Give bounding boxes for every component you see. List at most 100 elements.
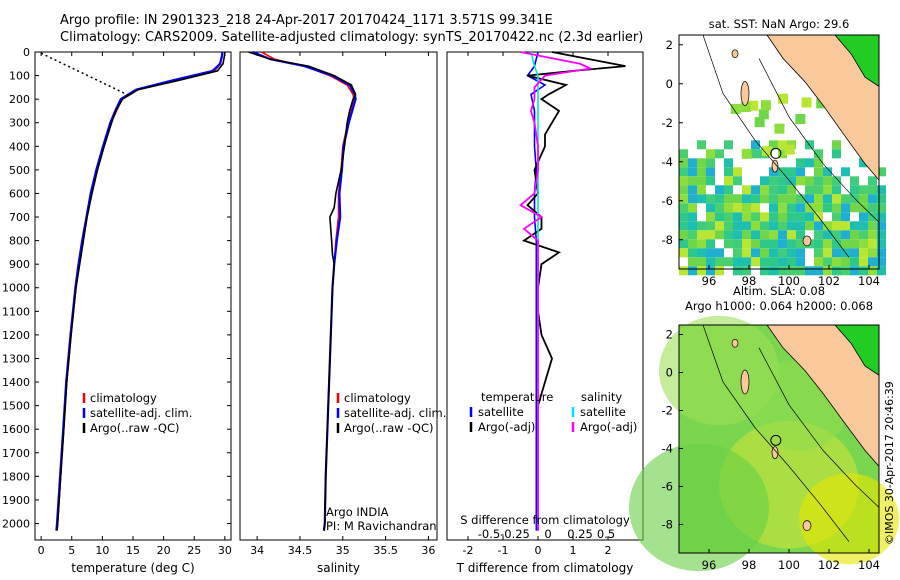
sst-pixel xyxy=(679,176,688,186)
sst-pixel xyxy=(859,266,868,276)
x-tick-label: 35.5 xyxy=(373,544,398,557)
map-title: Argo h1000: 0.064 h2000: 0.068 xyxy=(685,299,873,313)
sst-pixel xyxy=(724,230,733,240)
y-tick-label: 2 xyxy=(666,38,673,52)
depth-tick-label: 400 xyxy=(9,140,30,153)
legend-title: salinity xyxy=(581,390,622,404)
island xyxy=(740,81,750,106)
sst-pixel xyxy=(724,257,733,267)
y-tick-label: -8 xyxy=(662,518,673,532)
sst-pixel xyxy=(877,248,886,258)
sst-pixel xyxy=(697,167,706,177)
sst-pixel xyxy=(787,194,796,204)
sst-pixel xyxy=(877,212,886,222)
sst-pixel xyxy=(769,257,778,267)
sst-pixel xyxy=(850,257,859,267)
contour-line xyxy=(758,58,880,223)
sst-pixel xyxy=(850,221,859,231)
sst-pixel xyxy=(823,248,832,258)
legend-label: satellite-adj. clim. xyxy=(344,406,446,420)
x-tick-label: 34.5 xyxy=(288,544,313,557)
y-tick-label: 2 xyxy=(666,328,673,342)
sst-pixel xyxy=(832,176,841,186)
sst-pixel xyxy=(769,212,778,222)
sst-pixel xyxy=(733,212,742,222)
sst-pixel xyxy=(688,167,697,177)
x-tick-label: 36 xyxy=(421,544,435,557)
depth-tick-label: 1900 xyxy=(2,494,30,507)
sst-pixel xyxy=(868,248,877,258)
sst-pixel xyxy=(850,230,859,240)
depth-tick-label: 100 xyxy=(9,70,30,83)
island xyxy=(740,369,750,395)
sst-pixel xyxy=(877,257,886,267)
series-line xyxy=(518,51,594,531)
legend-title: temperature xyxy=(481,390,553,404)
sst-pixel xyxy=(742,257,751,267)
x-tick-label: 104 xyxy=(858,558,880,572)
sst-pixel xyxy=(706,266,715,276)
sst-pixel xyxy=(769,140,778,150)
sst-pixel xyxy=(688,158,697,168)
sst-pixel xyxy=(715,266,724,276)
sst-pixel xyxy=(679,230,688,240)
island xyxy=(731,49,739,59)
sst-pixel xyxy=(778,257,787,267)
depth-tick-label: 1800 xyxy=(2,470,30,483)
depth-tick-label: 1300 xyxy=(2,352,30,365)
sst-pixel xyxy=(823,257,832,267)
plot-frame xyxy=(34,51,232,541)
sst-pixel xyxy=(751,149,760,159)
depth-tick-label: 900 xyxy=(9,258,30,271)
depth-tick-label: 1600 xyxy=(2,423,30,436)
sst-pixel xyxy=(778,230,787,240)
sst-pixel xyxy=(688,248,697,258)
sst-pixel xyxy=(778,248,787,258)
x-tick-label: 98 xyxy=(742,274,757,288)
sst-pixel xyxy=(679,212,688,222)
profile-marker xyxy=(770,434,782,446)
sst-pixel xyxy=(706,158,715,168)
sst-pixel xyxy=(697,248,706,258)
sst-pixel xyxy=(850,266,859,276)
x-tick-label: 25 xyxy=(187,544,201,557)
sst-pixel xyxy=(796,248,805,258)
profile-marker xyxy=(770,147,782,159)
sst-pixel xyxy=(679,221,688,231)
island xyxy=(771,446,779,460)
sst-pixel xyxy=(679,239,688,249)
footer-stamp: ©IMOS 30-Apr-2017 20:46:39 xyxy=(883,381,896,545)
sst-pixel xyxy=(778,266,787,276)
sst-pixel xyxy=(760,257,769,267)
sst-pixel xyxy=(697,140,706,150)
sst-pixel xyxy=(733,221,742,231)
y-tick-label: -4 xyxy=(662,442,673,456)
sst-pixel xyxy=(724,239,733,249)
legend-label: climatology xyxy=(90,391,157,405)
sst-pixel xyxy=(859,203,868,213)
sst-pixel xyxy=(805,221,814,231)
sst-map-panel: 96 98 100 102 104 2 0 -2 -4 -6 -8 sat. SST: NaN Arg… xyxy=(662,17,886,288)
sst-pixel xyxy=(754,117,765,128)
sst-pixel xyxy=(823,203,832,213)
sst-pixel xyxy=(841,167,850,177)
sst-pixel xyxy=(787,221,796,231)
depth-tick-label: 800 xyxy=(9,235,30,248)
sst-pixel xyxy=(868,266,877,276)
depth-tick-label: 600 xyxy=(9,187,30,200)
sst-pixel xyxy=(769,176,778,186)
sst-pixel xyxy=(868,212,877,222)
sst-pixel xyxy=(679,203,688,213)
sst-pixel xyxy=(823,239,832,249)
sst-pixel xyxy=(688,221,697,231)
sst-pixel xyxy=(733,266,742,276)
x-tick-label: 5 xyxy=(68,544,75,557)
depth-tick-label: 300 xyxy=(9,117,30,130)
depth-tick-label: 1000 xyxy=(2,282,30,295)
sst-pixel xyxy=(697,221,706,231)
series-line xyxy=(526,51,547,531)
sst-pixel xyxy=(769,248,778,258)
sst-pixel xyxy=(740,102,751,113)
sst-pixel xyxy=(751,212,760,222)
sst-pixel xyxy=(787,212,796,222)
